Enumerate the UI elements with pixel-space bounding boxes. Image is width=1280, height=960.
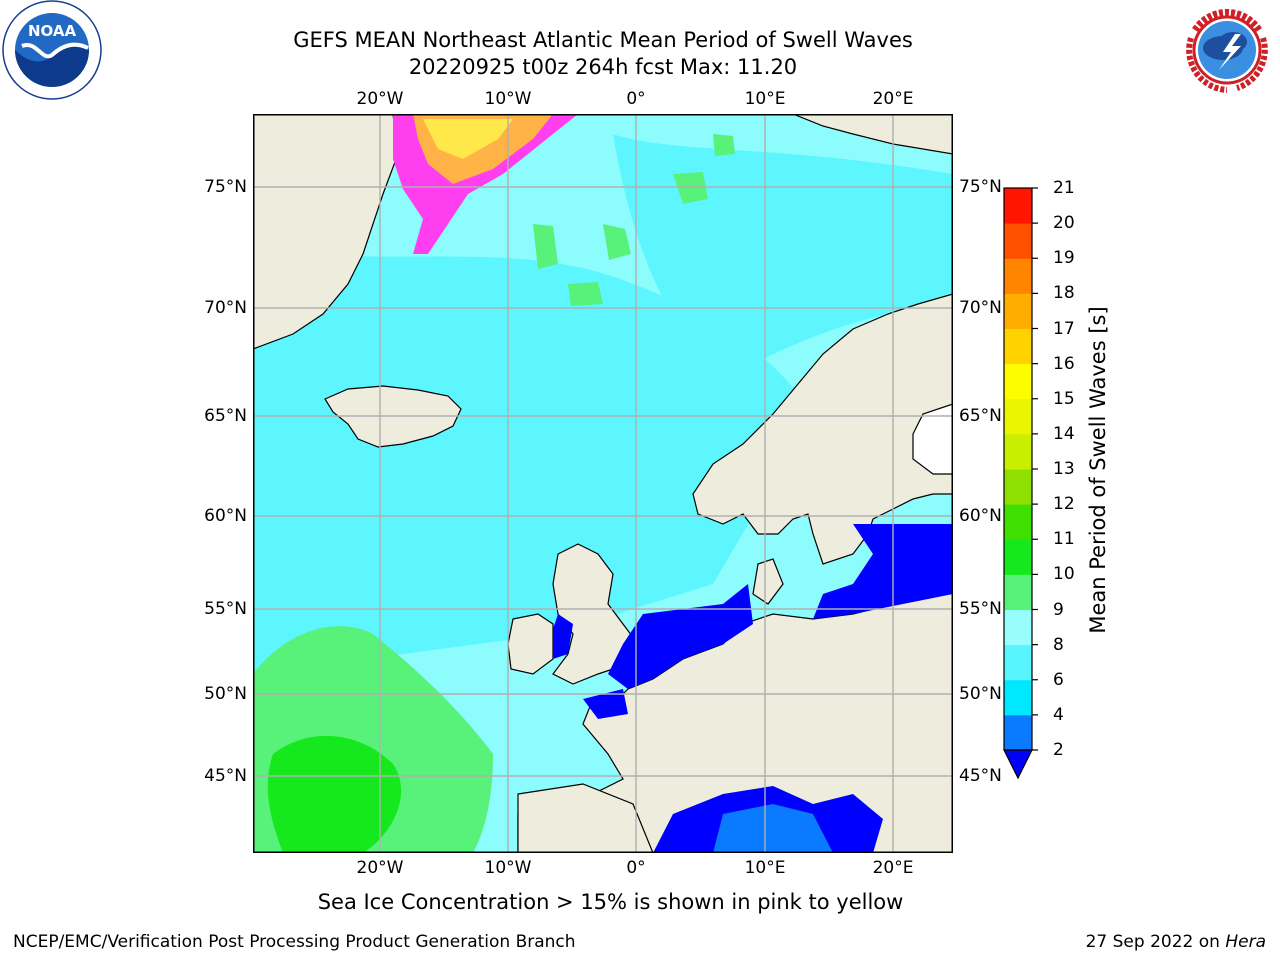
sea-baltic-blue <box>813 524 953 619</box>
swell-patch-green <box>713 134 735 156</box>
noaa-logo-icon: NOAA <box>2 0 102 100</box>
lon-label-10w-bottom: 10°W <box>484 858 532 878</box>
graticule <box>253 114 953 853</box>
land-denmark <box>752 558 784 605</box>
swell-period-map <box>253 114 953 853</box>
lat-label-55n-right: 55°N <box>959 599 1002 619</box>
colorbar-tick-label: 21 <box>1053 178 1075 198</box>
colorbar-tick-label: 14 <box>1053 423 1075 444</box>
colorbar-tick-label: 18 <box>1053 283 1075 304</box>
lat-label-60n-right: 60°N <box>959 506 1002 526</box>
lon-label-10e-top: 10°E <box>744 89 786 109</box>
colorbar <box>1003 187 1038 780</box>
lat-label-50n-left: 50°N <box>204 684 247 704</box>
lat-label-50n-right: 50°N <box>959 684 1002 704</box>
land-iberia <box>517 783 654 853</box>
noaa-logo-text: NOAA <box>28 22 77 40</box>
colorbar-segment <box>1004 223 1032 259</box>
lon-label-20e-top: 20°E <box>872 89 914 109</box>
lat-label-65n-left: 65°N <box>204 406 247 426</box>
colorbar-segment <box>1004 433 1032 470</box>
chart-title: GEFS MEAN Northeast Atlantic Mean Period… <box>293 28 913 52</box>
sea-ice-note: Sea Ice Concentration > 15% is shown in … <box>317 890 904 914</box>
footer-machine: Hera <box>1225 932 1266 952</box>
colorbar-tick-label: 13 <box>1053 459 1075 479</box>
colorbar-segment <box>1004 504 1032 540</box>
colorbar-segment <box>1004 188 1032 224</box>
colorbar-segment <box>1004 574 1032 610</box>
colorbar-tick-label: 2 <box>1053 740 1064 760</box>
swell-patch-green <box>533 224 558 269</box>
swell-patch-green <box>673 172 708 204</box>
colorbar-segment <box>1004 398 1032 435</box>
colorbar-segment <box>1004 644 1032 681</box>
footer-credit: NCEP/EMC/Verification Post Processing Pr… <box>13 932 576 952</box>
lon-label-20e-bottom: 20°E <box>872 858 914 878</box>
ocean-zone-cyan <box>253 244 813 674</box>
colorbar-tick-label: 15 <box>1053 388 1075 409</box>
colorbar-tick-label: 17 <box>1053 318 1075 339</box>
swell-zone-darkgreen <box>267 735 402 853</box>
sea-channel-blue <box>583 689 628 719</box>
lat-label-45n-left: 45°N <box>204 766 247 786</box>
lon-label-0-top: 0° <box>626 89 646 109</box>
colorbar-segment <box>1004 609 1032 646</box>
footer-date: 27 Sep 2022 on Hera <box>1086 932 1266 952</box>
colorbar-label: Mean Period of Swell Waves [s] <box>1086 306 1110 634</box>
colorbar-segment <box>1004 714 1032 751</box>
lon-label-20w-top: 20°W <box>356 89 404 109</box>
colorbar-tick-label: 11 <box>1053 529 1075 550</box>
lat-label-45n-right: 45°N <box>959 766 1002 786</box>
colorbar-segment <box>1004 469 1032 505</box>
swell-patch-green <box>603 224 631 260</box>
lon-label-10e-bottom: 10°E <box>744 858 786 878</box>
swell-patch-green <box>568 282 603 306</box>
lat-label-70n-right: 70°N <box>959 298 1002 318</box>
lon-label-0-bottom: 0° <box>626 858 646 878</box>
land-scandinavia <box>692 293 953 565</box>
colorbar-tick-label: 20 <box>1053 213 1075 234</box>
colorbar-tick-label: 9 <box>1053 599 1064 620</box>
lat-label-65n-right: 65°N <box>959 406 1002 426</box>
colorbar-segment <box>1004 328 1032 365</box>
colorbar-segment <box>1004 363 1032 400</box>
lon-label-10w-top: 10°W <box>484 89 532 109</box>
colorbar-tick-label: 12 <box>1053 494 1075 515</box>
nws-logo-icon <box>1179 2 1275 98</box>
colorbar-tick-label: 6 <box>1053 669 1064 690</box>
lat-label-75n-right: 75°N <box>959 177 1002 197</box>
sea-mediterranean-mid <box>713 804 833 853</box>
lat-label-55n-left: 55°N <box>204 599 247 619</box>
colorbar-tick-label: 10 <box>1053 564 1075 585</box>
lat-label-70n-left: 70°N <box>204 298 247 318</box>
sea-ice-area <box>393 114 578 254</box>
lat-label-75n-left: 75°N <box>204 177 247 197</box>
colorbar-segment <box>1004 258 1032 294</box>
colorbar-segment <box>1004 679 1032 716</box>
colorbar-segment <box>1004 539 1032 575</box>
land-finland <box>912 403 953 475</box>
sea-irish-blue <box>553 614 573 659</box>
footer-date-text: 27 Sep 2022 on <box>1085 932 1226 952</box>
colorbar-tick-label: 16 <box>1053 353 1075 374</box>
chart-subtitle: 20220925 t00z 264h fcst Max: 11.20 <box>408 55 798 79</box>
colorbar-tick-label: 8 <box>1053 634 1064 655</box>
lat-label-60n-left: 60°N <box>204 506 247 526</box>
lon-label-20w-bottom: 20°W <box>356 858 404 878</box>
colorbar-under-arrow <box>1003 749 1033 780</box>
colorbar-tick-label: 19 <box>1053 248 1075 269</box>
sea-north-sea-blue <box>608 584 753 689</box>
colorbar-segment <box>1004 293 1032 329</box>
colorbar-tick-label: 4 <box>1053 704 1064 725</box>
